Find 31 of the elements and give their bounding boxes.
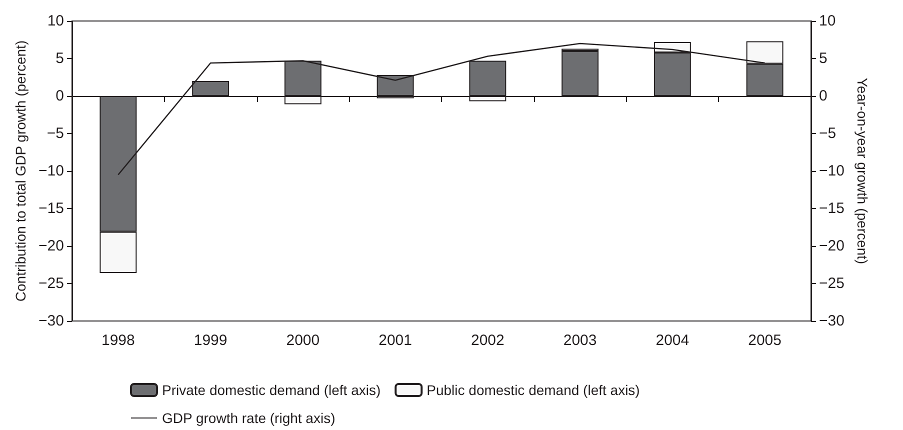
y2-tick-label: −20 <box>819 238 844 254</box>
y-tick-label: −20 <box>38 238 64 254</box>
y-tick-label: −30 <box>38 312 64 330</box>
y2-tick-label: −10 <box>819 162 844 180</box>
y-tick-label: −5 <box>46 125 64 142</box>
y2-tick-label: −15 <box>819 200 844 217</box>
x-tick-label: 2004 <box>656 332 690 349</box>
y-tick-label: −10 <box>38 162 64 180</box>
y2-tick-label: 10 <box>819 12 836 30</box>
legend-label: Public domestic demand (left axis) <box>426 382 640 398</box>
y2-axis-title: Year-on-year growth (percent) <box>854 78 870 264</box>
y-tick-label: −15 <box>38 200 64 217</box>
x-tick-label: 2002 <box>471 332 504 349</box>
y2-tick-label: −30 <box>819 312 844 330</box>
y2-tick-label: 0 <box>819 88 828 104</box>
x-tick-label: 2000 <box>286 332 320 349</box>
x-tick-label: 2005 <box>748 332 782 349</box>
y-tick-label: 10 <box>47 12 64 30</box>
y-tick-label: 0 <box>56 88 64 104</box>
y-tick-label: −25 <box>38 275 64 292</box>
y2-tick-label: −5 <box>819 125 836 142</box>
legend-label: Private domestic demand (left axis) <box>162 382 381 398</box>
x-tick-label: 2001 <box>378 332 412 349</box>
x-tick-label: 2003 <box>563 332 597 349</box>
x-tick-label: 1999 <box>194 332 228 349</box>
y2-tick-label: 5 <box>819 50 828 67</box>
legend-label: GDP growth rate (right axis) <box>162 410 336 426</box>
x-tick-label: 1998 <box>102 332 135 349</box>
y-tick-label: 5 <box>56 50 64 67</box>
y-axis-title: Contribution to total GDP growth (percent) <box>12 40 29 302</box>
y2-tick-label: −25 <box>819 275 844 292</box>
